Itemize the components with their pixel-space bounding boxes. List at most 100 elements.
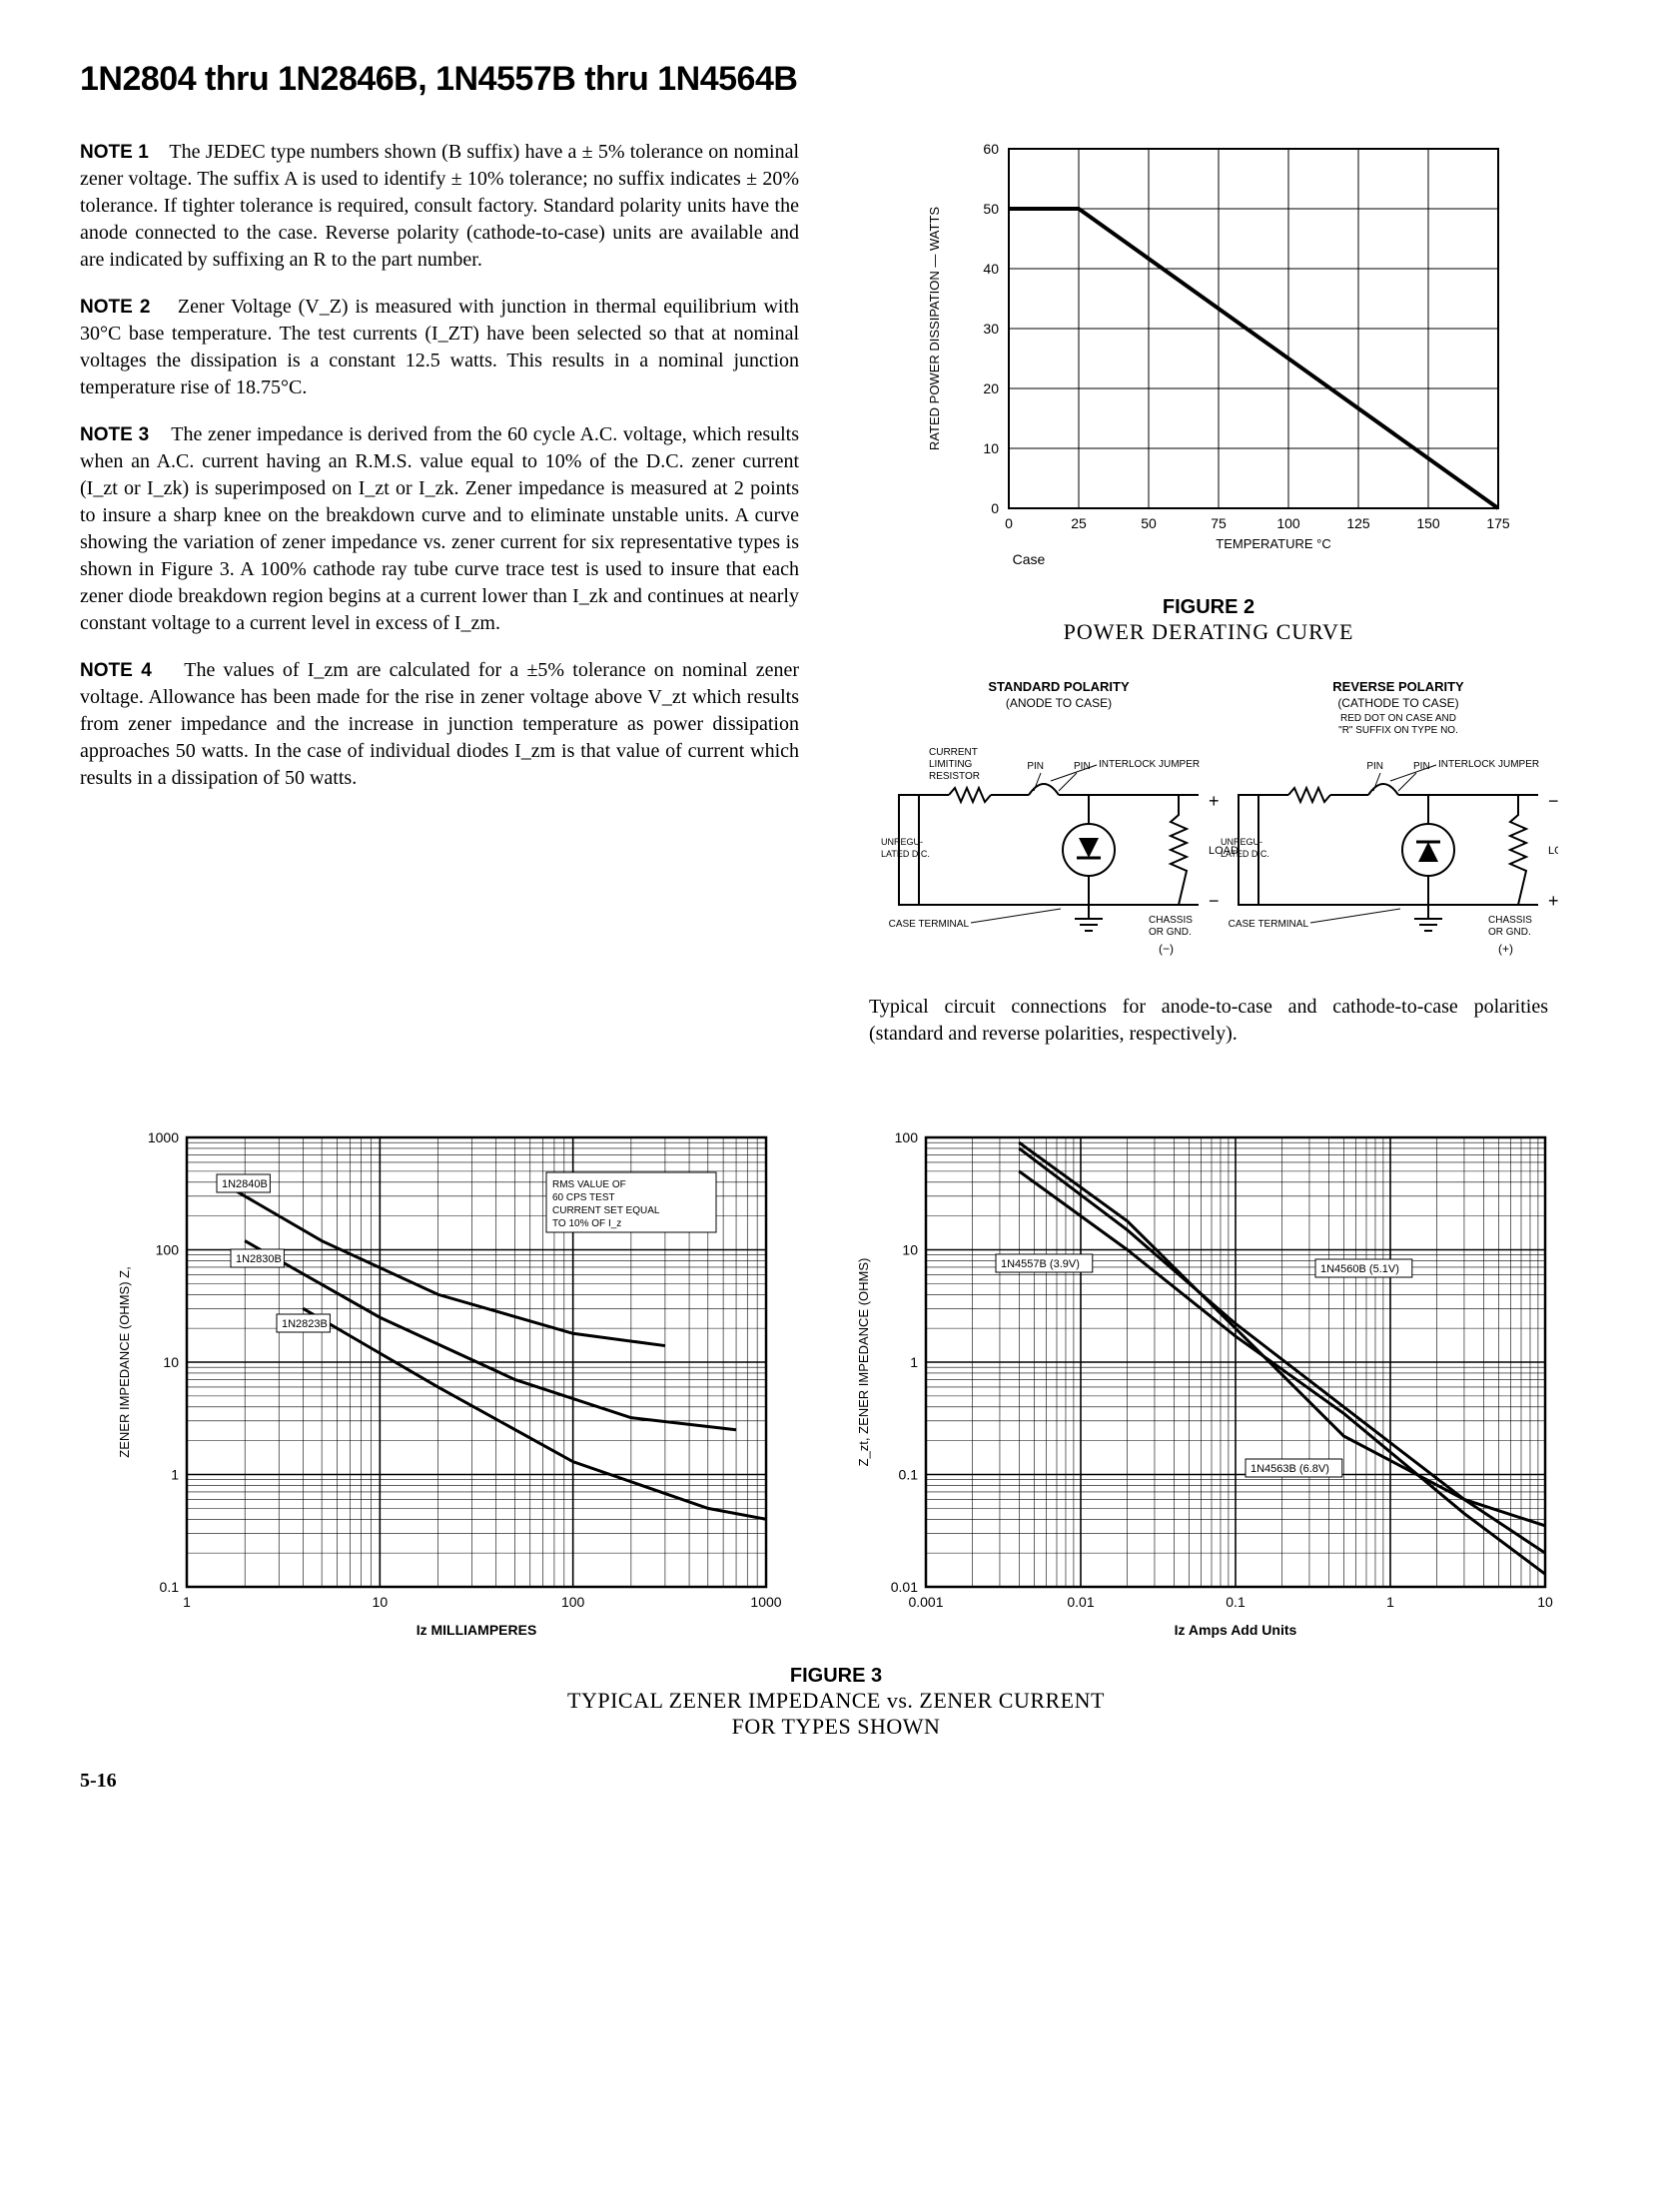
note-3: NOTE 3 The zener impedance is derived fr… [80,421,799,637]
svg-text:UNREGU-: UNREGU- [881,837,923,847]
svg-text:0.1: 0.1 [899,1467,919,1483]
svg-text:OR GND.: OR GND. [1149,927,1192,938]
svg-text:−: − [1209,891,1220,911]
svg-text:100: 100 [156,1242,180,1258]
svg-text:10: 10 [1537,1594,1553,1610]
svg-text:Iz MILLIAMPERES: Iz MILLIAMPERES [417,1622,537,1638]
svg-text:100: 100 [561,1594,585,1610]
svg-text:RESISTOR: RESISTOR [929,771,980,782]
note-2-text: Zener Voltage (V_Z) is measured with jun… [80,296,799,398]
figure-3-charts: 11010010000.111010010001N2840B1N2830B1N2… [80,1127,1592,1647]
svg-text:1000: 1000 [148,1129,179,1145]
svg-text:Z_zt, ZENER IMPEDANCE (OHMS): Z_zt, ZENER IMPEDANCE (OHMS) [856,1258,871,1467]
notes-column: NOTE 1 The JEDEC type numbers shown (B s… [80,139,799,1048]
svg-text:Case: Case [1013,551,1046,567]
svg-text:"R" SUFFIX ON TYPE NO.: "R" SUFFIX ON TYPE NO. [1338,725,1458,736]
svg-text:1N4560B (5.1V): 1N4560B (5.1V) [1320,1263,1399,1275]
svg-text:UNREGU-: UNREGU- [1221,837,1262,847]
svg-text:100: 100 [895,1129,919,1145]
svg-text:(CATHODE TO CASE): (CATHODE TO CASE) [1337,696,1458,710]
svg-text:PIN: PIN [1027,761,1044,772]
svg-text:60 CPS TEST: 60 CPS TEST [552,1192,615,1203]
svg-text:0.1: 0.1 [1226,1594,1246,1610]
page-title: 1N2804 thru 1N2846B, 1N4557B thru 1N4564… [80,60,1592,99]
svg-text:50: 50 [1141,515,1157,531]
svg-text:40: 40 [983,261,999,277]
svg-text:RMS VALUE OF: RMS VALUE OF [552,1179,626,1190]
svg-text:Iz Amps Add Units: Iz Amps Add Units [1175,1622,1297,1638]
svg-text:150: 150 [1416,515,1440,531]
svg-text:0: 0 [1005,515,1013,531]
svg-text:0: 0 [991,500,999,516]
note-1-label: NOTE 1 [80,142,149,163]
svg-text:LOAD: LOAD [1548,845,1558,857]
svg-text:CURRENT SET EQUAL: CURRENT SET EQUAL [552,1205,660,1216]
svg-text:INTERLOCK JUMPER: INTERLOCK JUMPER [1099,759,1200,770]
svg-text:75: 75 [1211,515,1227,531]
svg-text:STANDARD POLARITY: STANDARD POLARITY [988,679,1130,694]
svg-text:REVERSE POLARITY: REVERSE POLARITY [1332,679,1464,694]
svg-text:1: 1 [171,1467,179,1483]
right-column: 0 25 50 75 100 125 150 175 0 10 20 30 40 50 60 TEMPERAT… [859,139,1558,1048]
svg-text:CHASSIS: CHASSIS [1149,915,1193,926]
svg-text:0.001: 0.001 [908,1594,943,1610]
figure-3-caption-1: TYPICAL ZENER IMPEDANCE vs. ZENER CURREN… [80,1688,1592,1714]
svg-text:CASE TERMINAL: CASE TERMINAL [889,919,970,930]
figure-3-caption-2: FOR TYPES SHOWN [80,1714,1592,1740]
svg-text:60: 60 [983,141,999,157]
svg-text:1N4563B (6.8V): 1N4563B (6.8V) [1251,1463,1329,1475]
svg-text:0.01: 0.01 [891,1579,918,1595]
svg-text:175: 175 [1486,515,1510,531]
note-3-text: The zener impedance is derived from the … [80,423,799,634]
figure-3-right-chart: 0.0010.010.11100.010.11101001N4557B (3.9… [846,1127,1565,1647]
svg-text:CASE TERMINAL: CASE TERMINAL [1229,919,1309,930]
note-4-text: The values of I_zm are calculated for a … [80,659,799,789]
svg-text:TO 10% OF I_z: TO 10% OF I_z [552,1218,621,1229]
svg-text:1: 1 [183,1594,191,1610]
figure-3-left-chart: 11010010000.111010010001N2840B1N2830B1N2… [107,1127,786,1647]
circuit-diagram-area: STANDARD POLARITY (ANODE TO CASE) UNREGU- L… [859,675,1558,1048]
svg-text:ZENER IMPEDANCE (OHMS) Z,: ZENER IMPEDANCE (OHMS) Z, [117,1266,132,1457]
svg-text:0.1: 0.1 [160,1579,180,1595]
svg-text:1N2823B: 1N2823B [282,1318,328,1330]
svg-text:CURRENT: CURRENT [929,747,978,758]
svg-text:LATED D.C.: LATED D.C. [881,849,930,859]
svg-text:1: 1 [1386,1594,1394,1610]
svg-text:LIMITING: LIMITING [929,759,973,770]
svg-text:30: 30 [983,321,999,337]
svg-text:(+): (+) [1498,942,1513,956]
svg-text:1N2840B: 1N2840B [222,1178,268,1190]
svg-text:20: 20 [983,380,999,396]
svg-text:0.01: 0.01 [1067,1594,1094,1610]
note-4-label: NOTE 4 [80,660,152,681]
svg-text:10: 10 [983,440,999,456]
svg-text:25: 25 [1071,515,1087,531]
svg-text:10: 10 [902,1242,918,1258]
svg-text:1N4557B (3.9V): 1N4557B (3.9V) [1001,1258,1080,1270]
figure-2-caption: POWER DERATING CURVE [859,619,1558,645]
note-2-label: NOTE 2 [80,297,150,318]
circuit-caption: Typical circuit connections for anode-to… [859,994,1558,1048]
svg-text:125: 125 [1346,515,1370,531]
svg-text:10: 10 [373,1594,389,1610]
figure-3-label: FIGURE 3 [80,1665,1592,1688]
svg-text:RATED POWER DISSIPATION — WATT: RATED POWER DISSIPATION — WATTS [927,207,942,450]
svg-text:PIN: PIN [1366,761,1383,772]
svg-text:LATED D.C.: LATED D.C. [1221,849,1269,859]
page-number: 5-16 [80,1770,1592,1793]
note-1: NOTE 1 The JEDEC type numbers shown (B s… [80,139,799,274]
figure-2-chart: 0 25 50 75 100 125 150 175 0 10 20 30 40 50 60 TEMPERAT… [919,139,1518,588]
svg-text:INTERLOCK JUMPER: INTERLOCK JUMPER [1438,759,1539,770]
svg-text:TEMPERATURE °C: TEMPERATURE °C [1216,536,1330,551]
note-4: NOTE 4 The values of I_zm are calculated… [80,657,799,792]
svg-text:CHASSIS: CHASSIS [1488,915,1532,926]
figure-2-label: FIGURE 2 [859,596,1558,619]
note-3-label: NOTE 3 [80,424,149,445]
svg-text:50: 50 [983,201,999,217]
svg-text:+: + [1209,791,1220,811]
svg-text:(ANODE TO CASE): (ANODE TO CASE) [1006,696,1112,710]
svg-text:100: 100 [1276,515,1300,531]
svg-text:1N2830B: 1N2830B [236,1253,282,1265]
svg-text:RED DOT ON CASE AND: RED DOT ON CASE AND [1340,713,1456,724]
svg-text:OR GND.: OR GND. [1488,927,1531,938]
